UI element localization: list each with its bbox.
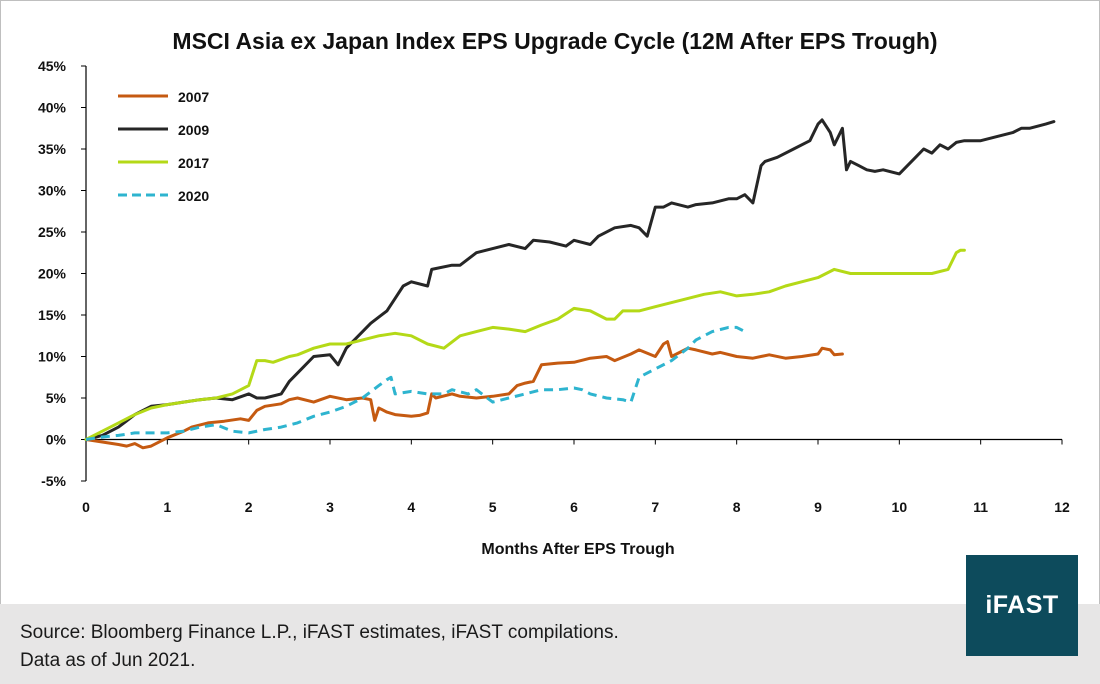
series-layer bbox=[84, 118, 1056, 450]
y-tick-label: 30% bbox=[38, 183, 67, 199]
x-tick-label: 6 bbox=[570, 499, 578, 515]
legend-label-2009: 2009 bbox=[178, 122, 209, 138]
y-tick-label: 40% bbox=[38, 100, 67, 116]
x-tick-label: 5 bbox=[489, 499, 497, 515]
axes: -5%0%5%10%15%20%25%30%35%40%45%0 1 2 3 4 5 6 7 8… bbox=[38, 58, 1070, 515]
series-line-2007 bbox=[84, 340, 844, 450]
legend-label-2017: 2017 bbox=[178, 155, 209, 171]
y-tick-label: -5% bbox=[41, 473, 66, 489]
ifast-logo: iFAST bbox=[966, 555, 1078, 656]
chart-svg: MSCI Asia ex Japan Index EPS Upgrade Cyc… bbox=[38, 28, 1070, 558]
data-date-note: Data as of Jun 2021. bbox=[20, 650, 196, 671]
series-line-2009 bbox=[84, 118, 1056, 441]
y-tick-label: 45% bbox=[38, 58, 67, 74]
series-line-2017 bbox=[84, 248, 966, 441]
source-note: Source: Bloomberg Finance L.P., iFAST es… bbox=[20, 622, 619, 643]
footer: Source: Bloomberg Finance L.P., iFAST es… bbox=[0, 604, 1100, 684]
x-axis-label: Months After EPS Trough bbox=[481, 541, 674, 558]
x-tick-label: 12 bbox=[1054, 499, 1070, 515]
x-tick-label: 2 bbox=[245, 499, 253, 515]
y-tick-label: 10% bbox=[38, 349, 67, 365]
legend: 2007 2009 2017 2020 bbox=[118, 89, 209, 204]
x-tick-label: 7 bbox=[651, 499, 659, 515]
legend-label-2020: 2020 bbox=[178, 188, 209, 204]
x-tick-label: 10 bbox=[892, 499, 908, 515]
series-line-2020 bbox=[85, 325, 746, 441]
chart-title: MSCI Asia ex Japan Index EPS Upgrade Cyc… bbox=[172, 28, 937, 54]
x-tick-label: 11 bbox=[973, 499, 988, 515]
x-tick-label: 1 bbox=[163, 499, 171, 515]
x-tick-label: 0 bbox=[82, 499, 90, 515]
y-tick-label: 15% bbox=[38, 307, 67, 323]
x-tick-label: 3 bbox=[326, 499, 334, 515]
y-tick-label: 35% bbox=[38, 141, 67, 157]
y-tick-label: 0% bbox=[46, 432, 67, 448]
y-tick-label: 20% bbox=[38, 266, 67, 282]
y-tick-label: 25% bbox=[38, 224, 67, 240]
x-tick-label: 4 bbox=[407, 499, 415, 515]
x-tick-label: 8 bbox=[733, 499, 741, 515]
legend-label-2007: 2007 bbox=[178, 89, 209, 105]
x-tick-label: 9 bbox=[814, 499, 822, 515]
y-tick-label: 5% bbox=[46, 390, 67, 406]
